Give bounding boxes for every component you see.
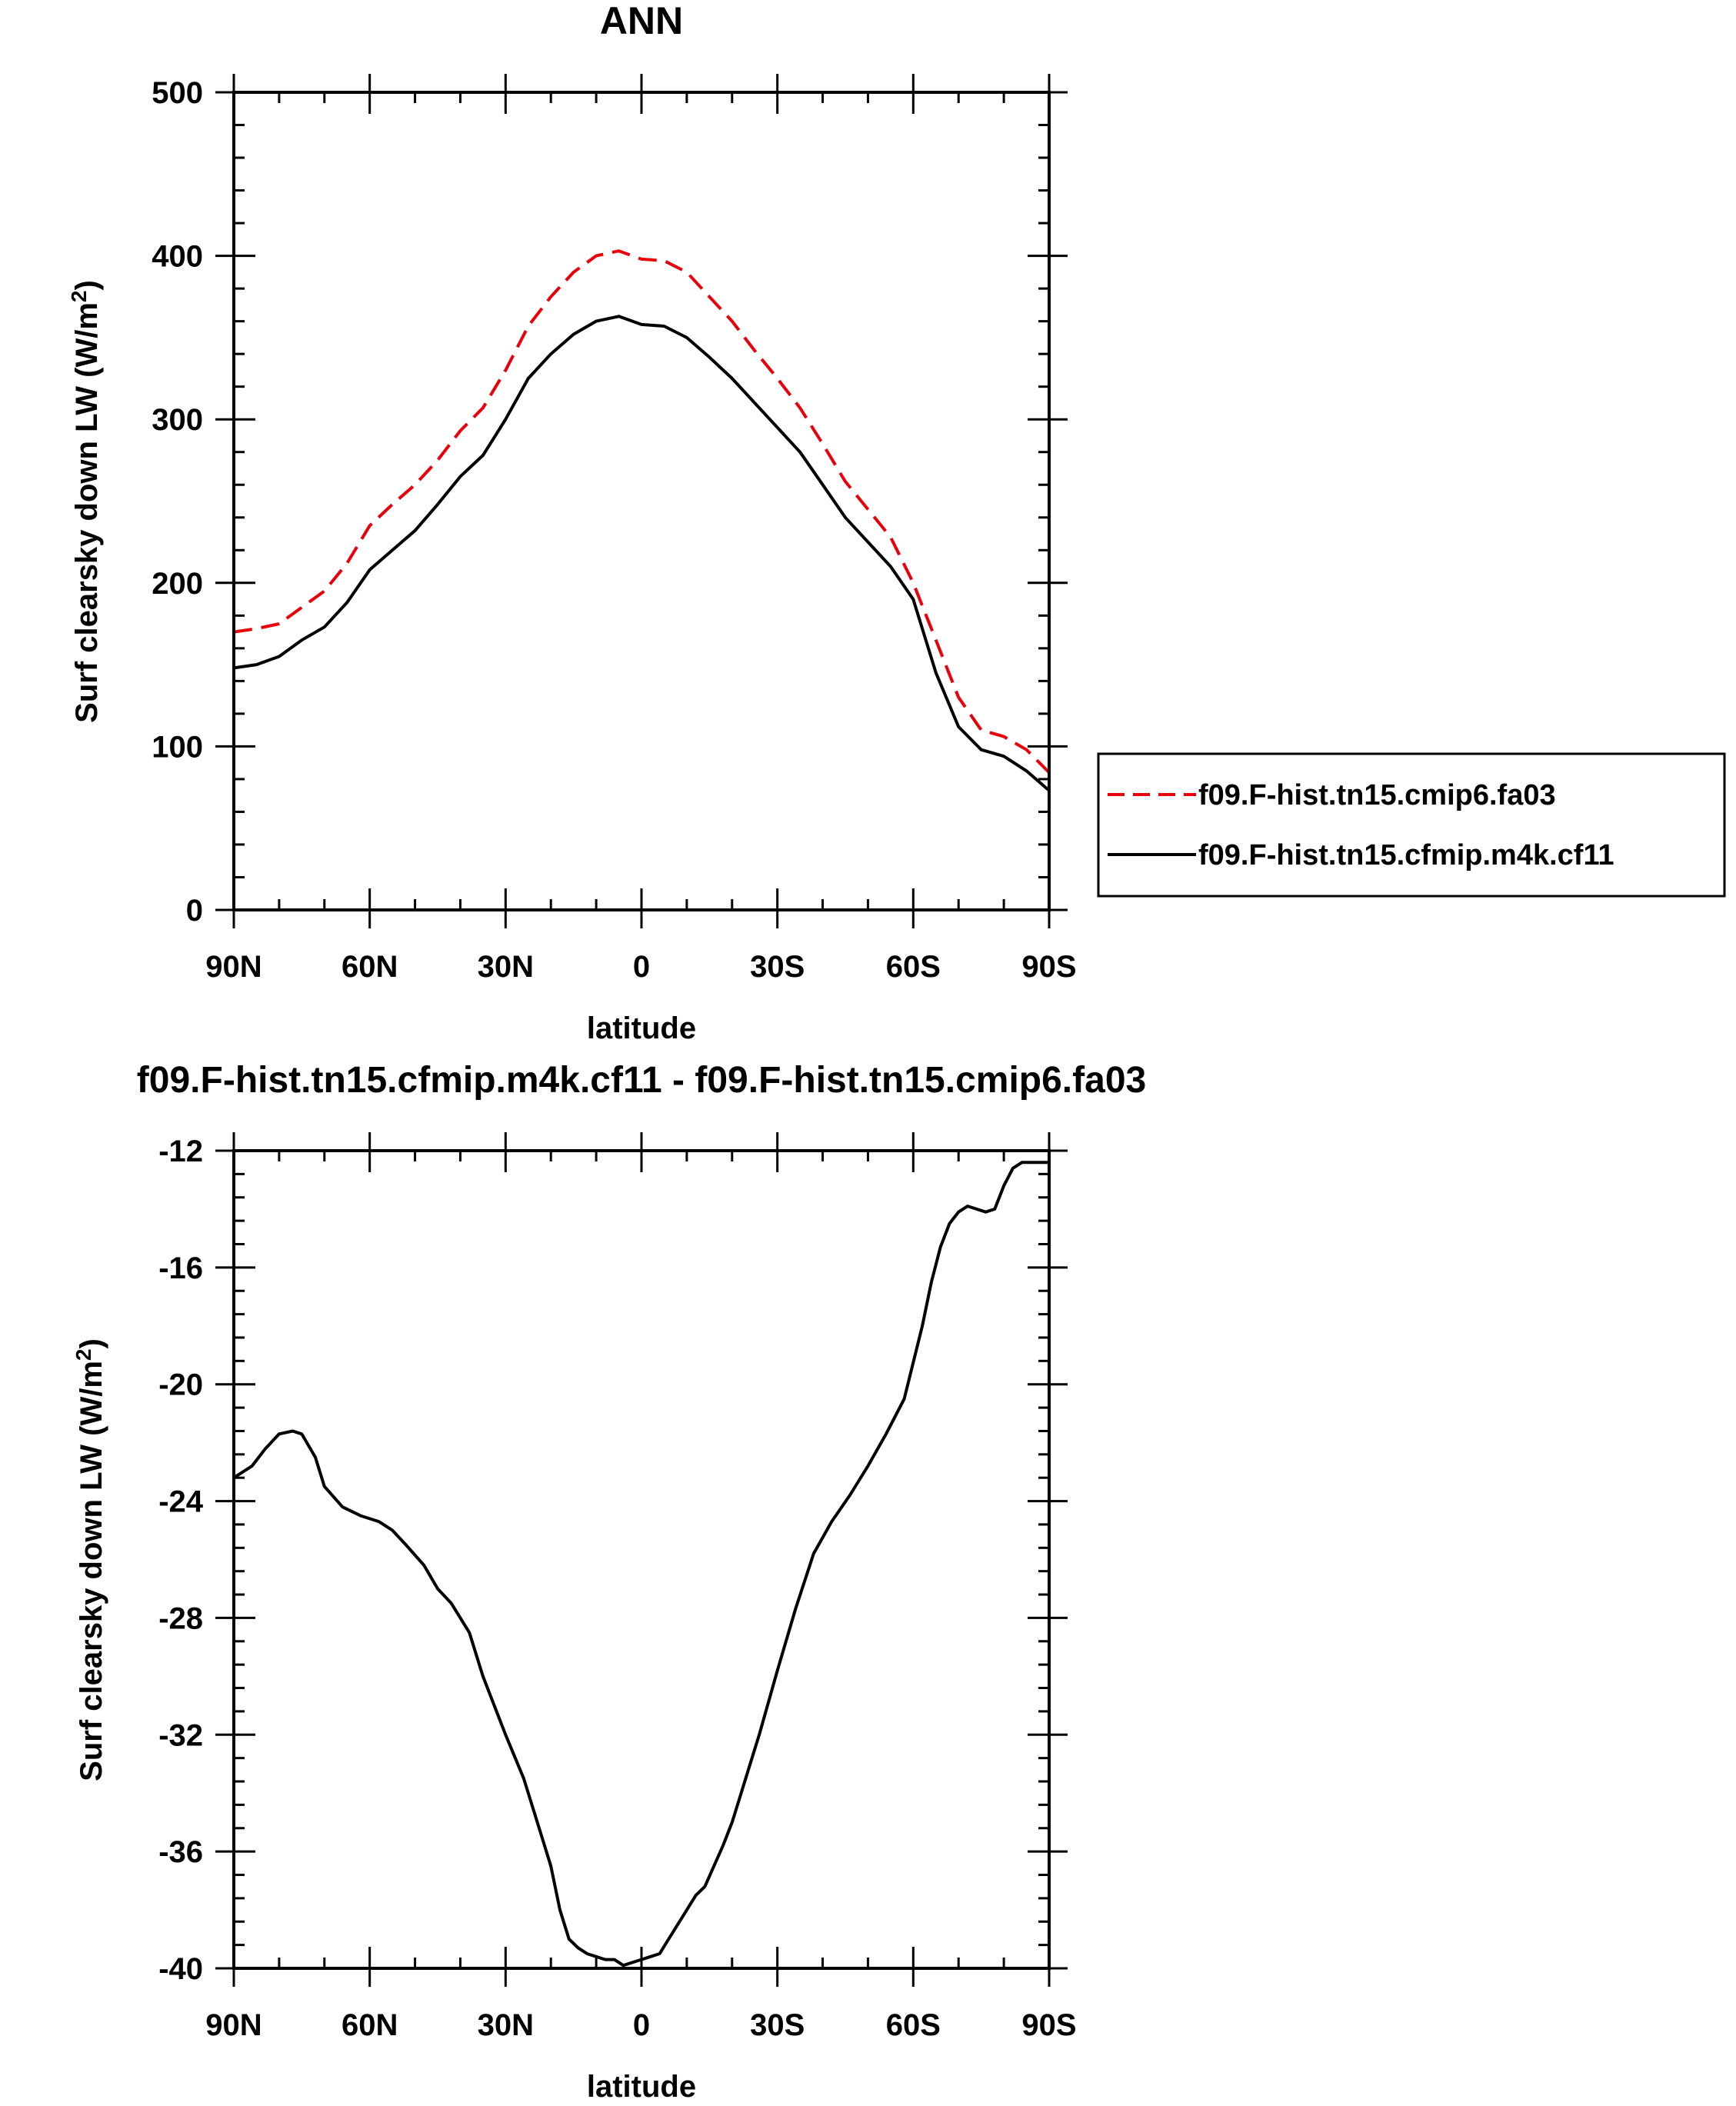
panel2-x-tick-label: 90N bbox=[205, 2008, 262, 2042]
panel2-y-tick-label: -40 bbox=[158, 1952, 203, 1986]
panel2-x-tick-label: 60N bbox=[342, 2008, 398, 2042]
panel1-y-tick-label: 200 bbox=[152, 567, 203, 601]
legend-box bbox=[1097, 752, 1726, 898]
panel2-y-tick-labels: -40 -36 -32 -28 -24 -20 -16 -12 bbox=[158, 1135, 204, 1986]
panel2-x-tick-label: 0 bbox=[633, 2008, 650, 2042]
panel2-y-tick-label: -24 bbox=[158, 1485, 204, 1519]
panel1-y-tick-labels: 0 100 200 300 400 500 bbox=[152, 76, 203, 928]
panel1-title: ANN bbox=[600, 0, 683, 42]
panel2-frame bbox=[232, 1149, 1051, 1970]
panel1-series-line-2 bbox=[233, 315, 1051, 792]
panel2-y-axis-label: Surf clearsky down LW (W/m2) bbox=[72, 1338, 108, 1781]
panel2-y-tick-label: -12 bbox=[158, 1135, 203, 1168]
panel2-x-tick-labels: 90N 60N 30N 0 30S 60S 90S bbox=[205, 2008, 1076, 2042]
panel2-x-tick-label: 90S bbox=[1021, 2008, 1076, 2042]
panel2-x-axis-label: latitude bbox=[587, 2070, 696, 2104]
panel2-series-line-1 bbox=[232, 1161, 1049, 1968]
panel1-x-tick-label: 30N bbox=[478, 950, 534, 984]
panel2-y-tick-label: -20 bbox=[158, 1368, 203, 1402]
panel1-lines bbox=[233, 249, 1051, 792]
panel2-y-tick-label: -16 bbox=[158, 1251, 203, 1285]
panel1-legend: f09.F-hist.tn15.cmip6.fa03 f09.F-hist.tn… bbox=[1097, 752, 1726, 898]
panel1-y-tick-label: 500 bbox=[152, 76, 203, 110]
panel1-x-axis-label: latitude bbox=[587, 1011, 696, 1045]
panel1-y-tick-label: 400 bbox=[152, 240, 203, 274]
panel1-x-tick-label: 60N bbox=[342, 950, 398, 984]
legend-label-series-1: f09.F-hist.tn15.cmip6.fa03 bbox=[1198, 779, 1556, 811]
panel2-x-tick-label: 30S bbox=[750, 2008, 805, 2042]
panel2-y-tick-label: -28 bbox=[158, 1601, 203, 1635]
panel2-x-tick-label: 30N bbox=[478, 2008, 534, 2042]
panel2-y-tick-label: -36 bbox=[158, 1835, 203, 1869]
panel1-y-axis-label: Surf clearsky down LW (W/m2) bbox=[67, 280, 104, 723]
panel1-ticks bbox=[215, 74, 1068, 928]
panel1-x-tick-label: 0 bbox=[633, 950, 650, 984]
panel1-series-line-1 bbox=[233, 249, 1051, 774]
panel1-frame bbox=[232, 91, 1051, 911]
panel1-y-tick-label: 100 bbox=[152, 730, 203, 764]
panel2-y-tick-label: -32 bbox=[158, 1718, 203, 1752]
panel1-x-tick-label: 90S bbox=[1021, 950, 1076, 984]
panel2-x-tick-label: 60S bbox=[886, 2008, 941, 2042]
panel2-lines bbox=[232, 1161, 1049, 1968]
legend-label-series-2: f09.F-hist.tn15.cfmip.m4k.cf11 bbox=[1198, 839, 1614, 871]
panel2-ticks bbox=[215, 1132, 1068, 1987]
panel1-x-tick-labels: 90N 60N 30N 0 30S 60S 90S bbox=[205, 950, 1076, 984]
panel2-title: f09.F-hist.tn15.cfmip.m4k.cf11 - f09.F-h… bbox=[137, 1060, 1146, 1101]
panel1-y-tick-label: 300 bbox=[152, 403, 203, 437]
panel1-x-tick-label: 90N bbox=[205, 950, 262, 984]
panel1-x-tick-label: 60S bbox=[886, 950, 941, 984]
panel1-x-tick-label: 30S bbox=[750, 950, 805, 984]
panel1-y-tick-label: 0 bbox=[186, 894, 203, 928]
